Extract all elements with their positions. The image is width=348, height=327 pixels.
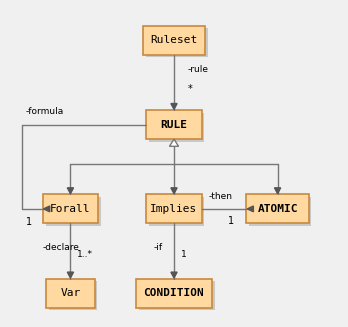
Text: -then: -then [208,192,232,201]
FancyBboxPatch shape [246,194,309,223]
Text: Var: Var [60,288,80,298]
Text: *: * [188,84,192,94]
Polygon shape [171,104,177,109]
Polygon shape [171,188,177,194]
Text: 1: 1 [181,250,187,259]
Text: -declare: -declare [43,243,80,252]
FancyBboxPatch shape [136,279,212,308]
Text: -rule: -rule [188,65,209,74]
Polygon shape [171,272,177,278]
Text: Implies: Implies [150,204,198,214]
FancyBboxPatch shape [43,194,98,223]
FancyBboxPatch shape [46,197,101,226]
FancyBboxPatch shape [49,281,97,310]
Text: 1..*: 1..* [77,250,93,259]
Text: Forall: Forall [50,204,91,214]
FancyBboxPatch shape [147,194,201,223]
Text: 1: 1 [228,216,234,226]
Text: Ruleset: Ruleset [150,35,198,45]
Text: -formula: -formula [25,108,64,116]
FancyBboxPatch shape [146,28,208,58]
FancyBboxPatch shape [147,110,201,139]
Text: -if: -if [153,243,163,252]
FancyBboxPatch shape [46,279,95,308]
Polygon shape [169,139,179,146]
Polygon shape [67,272,73,278]
FancyBboxPatch shape [149,112,204,142]
Text: RULE: RULE [160,120,188,129]
FancyBboxPatch shape [143,26,205,55]
Text: CONDITION: CONDITION [144,288,204,298]
Polygon shape [67,188,73,194]
FancyBboxPatch shape [139,281,215,310]
FancyBboxPatch shape [249,197,311,226]
Text: 1: 1 [25,217,32,227]
Polygon shape [275,188,281,194]
FancyBboxPatch shape [149,197,204,226]
Polygon shape [247,206,253,212]
Text: ATOMIC: ATOMIC [257,204,298,214]
Polygon shape [44,206,50,212]
